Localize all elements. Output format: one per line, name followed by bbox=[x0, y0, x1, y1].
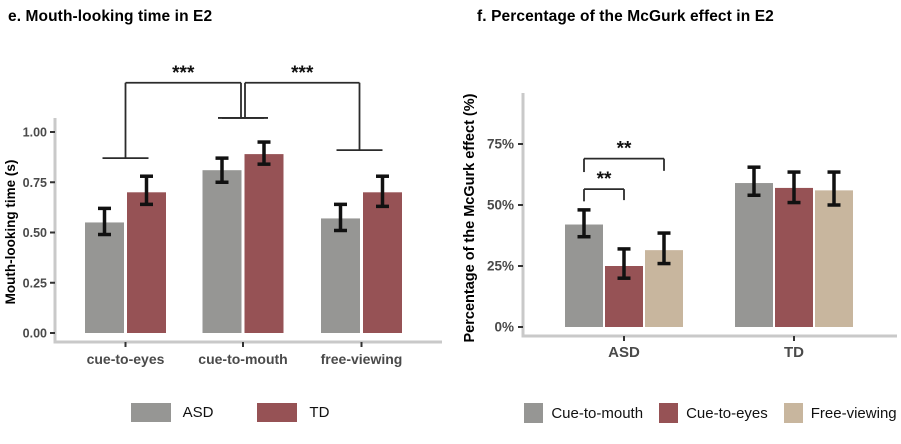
legend-item-td: TD bbox=[257, 403, 329, 422]
legend-swatch-asd bbox=[130, 403, 171, 422]
legend-item-asd: ASD bbox=[130, 403, 214, 422]
legend-item-cue-to-mouth: Cue-to-mouth bbox=[524, 403, 643, 423]
significance-stars: ** bbox=[597, 169, 612, 190]
x-tick-label: cue-to-mouth bbox=[198, 351, 287, 367]
significance-stars: ** bbox=[617, 139, 632, 160]
y-tick-label: 0.00 bbox=[23, 327, 47, 341]
bar-ASD-free-viewing bbox=[321, 218, 360, 333]
legend-item-cue-to-eyes: Cue-to-eyes bbox=[659, 403, 768, 423]
panel-f-title: f. Percentage of the McGurk effect in E2 bbox=[477, 8, 774, 25]
bar-Cue-to-mouth-TD bbox=[735, 183, 773, 327]
legend-item-free-viewing: Free-viewing bbox=[783, 403, 897, 423]
legend-label-td: TD bbox=[309, 404, 330, 421]
legend-f: Cue-to-mouth Cue-to-eyes Free-viewing bbox=[495, 403, 901, 423]
y-tick-label: 1.00 bbox=[23, 126, 47, 140]
legend-label-cue-to-mouth: Cue-to-mouth bbox=[551, 404, 644, 422]
legend-e: ASD TD bbox=[0, 403, 460, 422]
x-tick-label: cue-to-eyes bbox=[87, 351, 165, 367]
y-tick-label: 25% bbox=[487, 259, 514, 274]
bar-ASD-cue-to-eyes bbox=[85, 222, 124, 333]
bar-TD-free-viewing bbox=[363, 192, 402, 333]
y-axis-title: Mouth-looking time (s) bbox=[3, 160, 18, 305]
y-tick-label: 0% bbox=[494, 320, 514, 335]
bar-TD-cue-to-mouth bbox=[244, 154, 284, 333]
legend-swatch-cue-to-eyes bbox=[659, 403, 679, 423]
legend-label-cue-to-eyes: Cue-to-eyes bbox=[686, 404, 768, 422]
y-axis-title: Percentage of the McGurk effect (%) bbox=[462, 93, 478, 342]
bar-TD-cue-to-eyes bbox=[127, 192, 166, 333]
bar-Free-viewing-TD bbox=[815, 190, 853, 327]
legend-swatch-td bbox=[257, 403, 298, 422]
bar-Cue-to-mouth-ASD bbox=[565, 224, 603, 327]
y-tick-label: 0.75 bbox=[23, 176, 47, 190]
panel-e-title: e. Mouth-looking time in E2 bbox=[8, 8, 213, 25]
significance-stars: *** bbox=[291, 63, 314, 84]
y-tick-label: 75% bbox=[487, 137, 514, 152]
x-tick-label: TD bbox=[784, 344, 804, 361]
legend-swatch-cue-to-mouth bbox=[524, 403, 544, 423]
bar-Cue-to-eyes-TD bbox=[775, 187, 813, 327]
y-tick-label: 0.25 bbox=[23, 276, 47, 290]
significance-stars: *** bbox=[172, 63, 195, 84]
legend-label-free-viewing: Free-viewing bbox=[810, 404, 897, 422]
x-tick-label: ASD bbox=[608, 344, 640, 361]
bar-ASD-cue-to-mouth bbox=[202, 170, 242, 333]
y-tick-label: 50% bbox=[487, 198, 514, 213]
legend-swatch-free-viewing bbox=[783, 403, 803, 423]
legend-label-asd: ASD bbox=[182, 404, 214, 421]
x-tick-label: free-viewing bbox=[321, 351, 403, 367]
y-tick-label: 0.50 bbox=[23, 226, 47, 240]
